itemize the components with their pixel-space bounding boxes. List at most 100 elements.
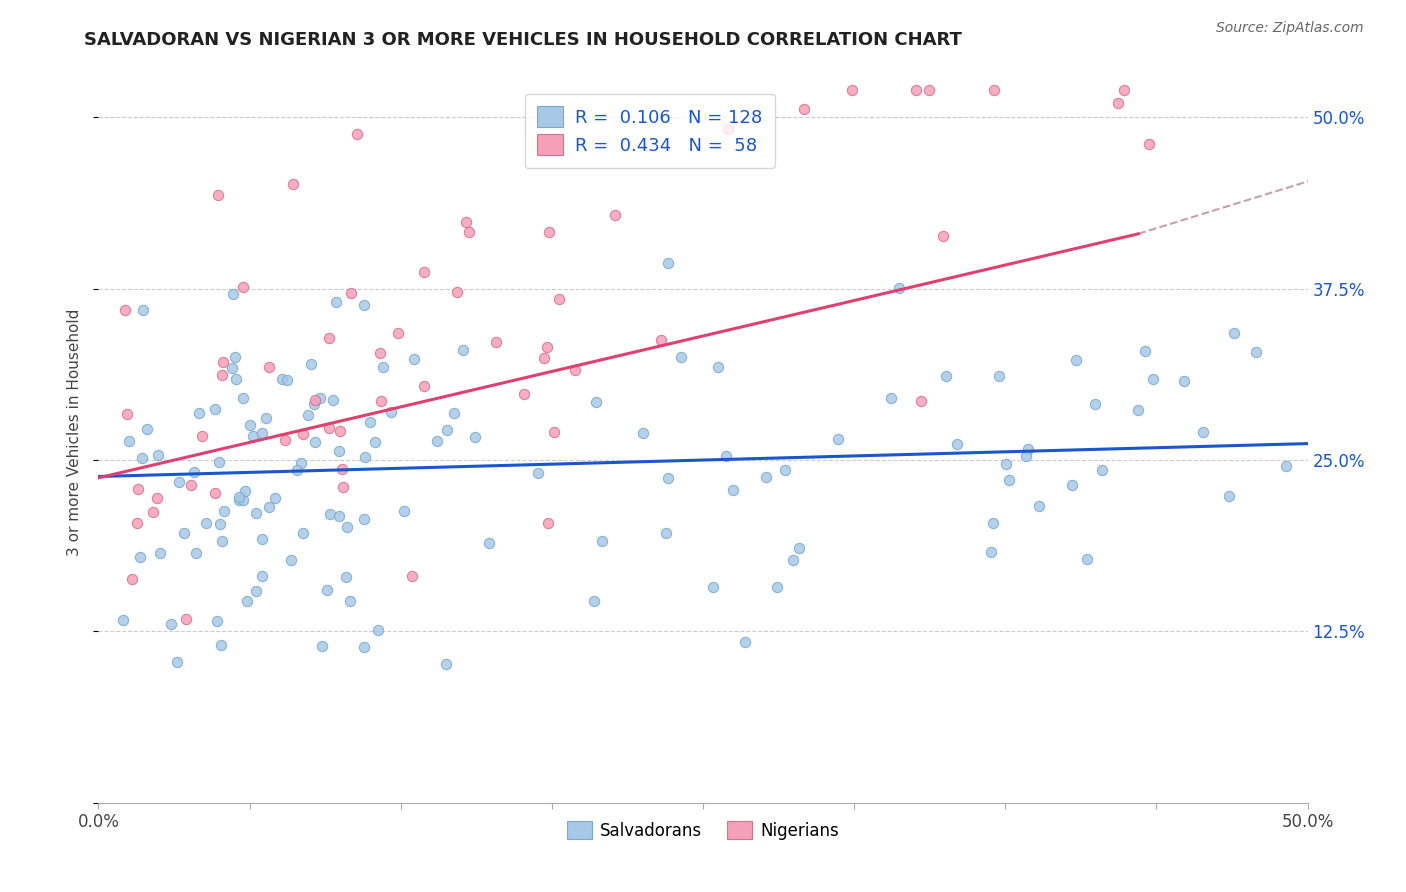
Point bbox=[299, 357, 322, 371]
Point bbox=[583, 594, 606, 608]
Legend: Salvadorans, Nigerians: Salvadorans, Nigerians bbox=[560, 814, 846, 847]
Point bbox=[336, 519, 359, 533]
Point bbox=[932, 229, 955, 244]
Point bbox=[657, 470, 679, 484]
Point bbox=[980, 545, 1002, 559]
Point bbox=[188, 406, 211, 420]
Point bbox=[297, 408, 319, 422]
Point bbox=[208, 517, 231, 532]
Point bbox=[827, 432, 849, 446]
Point bbox=[981, 516, 1004, 531]
Point bbox=[195, 516, 218, 530]
Point bbox=[1218, 489, 1240, 503]
Point bbox=[669, 350, 692, 364]
Point bbox=[353, 512, 375, 526]
Point bbox=[319, 507, 342, 521]
Point bbox=[207, 187, 229, 202]
Point bbox=[322, 392, 344, 407]
Point bbox=[136, 422, 159, 436]
Point bbox=[174, 612, 197, 626]
Point bbox=[211, 368, 233, 383]
Point bbox=[330, 461, 353, 475]
Point bbox=[359, 415, 381, 429]
Point bbox=[132, 303, 155, 318]
Point bbox=[239, 417, 262, 432]
Point bbox=[335, 570, 357, 584]
Point bbox=[591, 533, 613, 548]
Point bbox=[364, 434, 387, 449]
Point bbox=[127, 482, 149, 496]
Point bbox=[236, 593, 259, 607]
Point bbox=[114, 302, 136, 317]
Point bbox=[717, 121, 740, 136]
Point bbox=[173, 526, 195, 541]
Point bbox=[332, 480, 354, 494]
Point bbox=[766, 580, 789, 594]
Point bbox=[205, 614, 228, 628]
Point bbox=[782, 553, 804, 567]
Point bbox=[184, 546, 207, 560]
Point bbox=[1107, 96, 1129, 111]
Point bbox=[328, 508, 350, 523]
Point bbox=[453, 343, 475, 357]
Point bbox=[353, 450, 375, 464]
Point bbox=[1112, 83, 1135, 97]
Point bbox=[118, 434, 141, 448]
Point bbox=[454, 215, 477, 229]
Point bbox=[302, 397, 325, 411]
Point bbox=[935, 368, 957, 383]
Point bbox=[222, 287, 245, 301]
Point bbox=[292, 526, 315, 541]
Point bbox=[370, 393, 392, 408]
Point bbox=[841, 83, 863, 97]
Point bbox=[328, 444, 350, 458]
Point bbox=[401, 568, 423, 582]
Point bbox=[547, 292, 569, 306]
Point bbox=[339, 286, 361, 301]
Point bbox=[211, 355, 233, 369]
Point bbox=[1090, 463, 1112, 477]
Point bbox=[478, 536, 501, 550]
Point bbox=[723, 483, 745, 497]
Point bbox=[245, 507, 267, 521]
Point bbox=[887, 281, 910, 295]
Point bbox=[1017, 442, 1039, 456]
Point bbox=[434, 657, 457, 671]
Point bbox=[183, 465, 205, 479]
Point bbox=[250, 568, 273, 582]
Point bbox=[292, 426, 315, 441]
Point bbox=[1028, 499, 1050, 513]
Point bbox=[368, 345, 391, 359]
Point bbox=[485, 334, 508, 349]
Point bbox=[273, 434, 295, 448]
Point bbox=[1142, 372, 1164, 386]
Point bbox=[353, 298, 375, 312]
Point bbox=[1084, 397, 1107, 411]
Point bbox=[329, 424, 352, 438]
Point bbox=[1126, 403, 1149, 417]
Point bbox=[392, 504, 415, 518]
Point bbox=[141, 505, 163, 519]
Point bbox=[115, 407, 138, 421]
Point bbox=[1137, 136, 1160, 151]
Point bbox=[159, 616, 181, 631]
Point bbox=[283, 177, 305, 191]
Point bbox=[287, 463, 309, 477]
Point bbox=[702, 580, 724, 594]
Point bbox=[1133, 343, 1156, 358]
Point bbox=[131, 450, 153, 465]
Point bbox=[1015, 449, 1038, 463]
Point bbox=[180, 478, 202, 492]
Point bbox=[412, 379, 434, 393]
Point bbox=[367, 624, 389, 638]
Point bbox=[533, 351, 555, 365]
Point bbox=[464, 430, 486, 444]
Point bbox=[904, 83, 927, 97]
Point bbox=[311, 640, 333, 654]
Point bbox=[224, 350, 246, 364]
Point bbox=[259, 359, 281, 374]
Point bbox=[910, 393, 932, 408]
Point bbox=[1173, 375, 1195, 389]
Point bbox=[245, 583, 267, 598]
Point bbox=[304, 434, 326, 449]
